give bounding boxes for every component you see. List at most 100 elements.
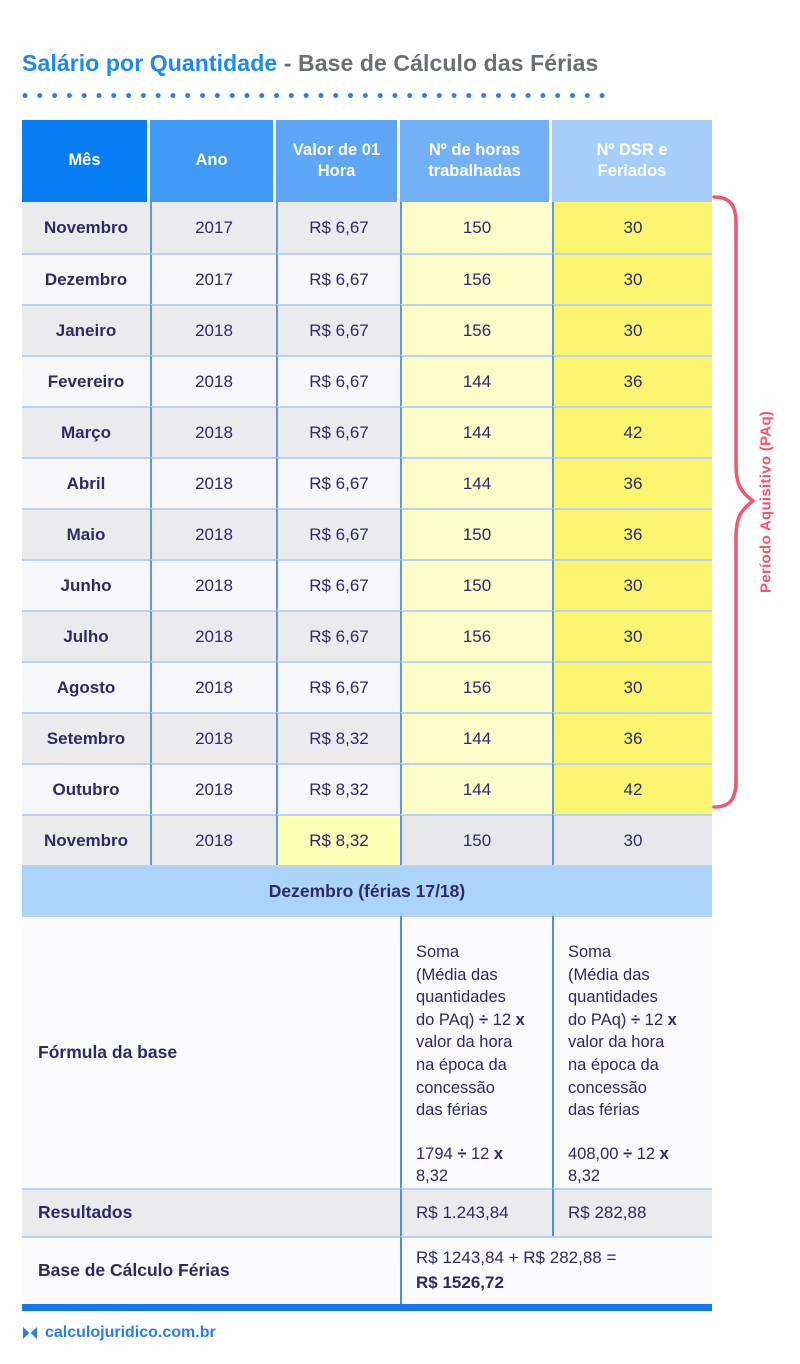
cell-year: 2018 <box>150 763 276 814</box>
cell-hour-value: R$ 6,67 <box>276 304 400 355</box>
formula-description: Soma (Média das quantidades do PAq) ÷ 12… <box>568 943 677 1120</box>
cell-hours-worked: 156 <box>400 661 552 712</box>
cell-year: 2017 <box>150 202 276 253</box>
cell-year: 2018 <box>150 457 276 508</box>
cell-month: Agosto <box>22 661 150 712</box>
cell-hours-worked: 144 <box>400 457 552 508</box>
cell-month: Setembro <box>22 712 150 763</box>
cell-dsr: 30 <box>552 202 712 253</box>
cell-hour-value: R$ 6,67 <box>276 253 400 304</box>
cell-dsr: 36 <box>552 508 712 559</box>
results-label: Resultados <box>22 1187 400 1236</box>
cell-dsr: 30 <box>552 814 712 865</box>
header-valor-hora: Valor de 01 Hora <box>276 120 400 202</box>
cell-year: 2018 <box>150 406 276 457</box>
cell-month: Março <box>22 406 150 457</box>
base-calculo-value: R$ 1243,84 + R$ 282,88 = R$ 1526,72 <box>400 1235 712 1304</box>
cell-dsr: 30 <box>552 559 712 610</box>
footer-site-link[interactable]: calculojuridico.com.br <box>45 1323 216 1341</box>
cell-year: 2017 <box>150 253 276 304</box>
cell-hour-value: R$ 8,32 <box>276 712 400 763</box>
title-highlight: Salário por Quantidade <box>22 50 278 76</box>
cell-hour-value: R$ 6,67 <box>276 202 400 253</box>
cell-hours-worked: 144 <box>400 712 552 763</box>
result-dsr-value: R$ 282,88 <box>552 1187 712 1236</box>
result-hours-value: R$ 1.243,84 <box>400 1187 552 1236</box>
cell-month: Abril <box>22 457 150 508</box>
header-dsr-feriados: Nº DSR e Feriados <box>552 120 712 202</box>
cell-dsr: 42 <box>552 406 712 457</box>
cell-year: 2018 <box>150 355 276 406</box>
cell-hour-value: R$ 6,67 <box>276 610 400 661</box>
cell-dsr: 30 <box>552 661 712 712</box>
formula-calculation: 408,00 ÷ 12 x 8,32 <box>568 1144 669 1186</box>
cell-month: Junho <box>22 559 150 610</box>
title-rest: - Base de Cálculo das Férias <box>283 50 599 76</box>
paq-bracket-label: Período Aquisitivo (PAq) <box>757 410 775 594</box>
cell-dsr: 36 <box>552 712 712 763</box>
cell-hours-worked: 144 <box>400 355 552 406</box>
base-sum-expression: R$ 1243,84 + R$ 282,88 = <box>416 1248 617 1268</box>
cell-hours-worked: 150 <box>400 814 552 865</box>
cell-year: 2018 <box>150 610 276 661</box>
dotted-divider <box>22 92 610 99</box>
cell-hour-value: R$ 6,67 <box>276 457 400 508</box>
cell-dsr: 30 <box>552 304 712 355</box>
cell-dsr: 42 <box>552 763 712 814</box>
cell-month: Outubro <box>22 763 150 814</box>
formula-cell-dsr: Soma (Média das quantidades do PAq) ÷ 12… <box>552 915 712 1188</box>
table-header-row: Mês Ano Valor de 01 Hora Nº de horas tra… <box>22 120 712 202</box>
cell-hours-worked: 150 <box>400 508 552 559</box>
header-ano: Ano <box>150 120 276 202</box>
formula-description: Soma (Média das quantidades do PAq) ÷ 12… <box>416 943 525 1120</box>
cell-hour-value: R$ 8,32 <box>276 763 400 814</box>
header-mes: Mês <box>22 120 150 202</box>
cell-month: Novembro <box>22 202 150 253</box>
cell-year: 2018 <box>150 712 276 763</box>
bottom-accent-bar <box>22 1303 712 1311</box>
cell-hours-worked: 144 <box>400 406 552 457</box>
cell-hours-worked: 156 <box>400 304 552 355</box>
cell-month: Novembro <box>22 814 150 865</box>
footer: calculojuridico.com.br <box>22 1324 800 1342</box>
base-total: R$ 1526,72 <box>416 1272 504 1292</box>
cell-hour-value: R$ 6,67 <box>276 406 400 457</box>
formula-label: Fórmula da base <box>22 915 400 1188</box>
ferias-table: Mês Ano Valor de 01 Hora Nº de horas tra… <box>22 120 712 1311</box>
cell-hours-worked: 156 <box>400 253 552 304</box>
cell-month: Dezembro <box>22 253 150 304</box>
cell-year: 2018 <box>150 304 276 355</box>
cell-dsr: 36 <box>552 457 712 508</box>
formula-calculation: 1794 ÷ 12 x 8,32 <box>416 1144 504 1186</box>
paq-bracket <box>712 195 755 809</box>
header-horas-trabalhadas: Nº de horas trabalhadas <box>400 120 552 202</box>
cell-hour-value: R$ 6,67 <box>276 559 400 610</box>
cell-hour-value: R$ 8,32 <box>276 814 400 865</box>
cell-month: Julho <box>22 610 150 661</box>
cell-hour-value: R$ 6,67 <box>276 355 400 406</box>
cell-dsr: 36 <box>552 355 712 406</box>
cell-month: Fevereiro <box>22 355 150 406</box>
cell-dsr: 30 <box>552 610 712 661</box>
cell-year: 2018 <box>150 661 276 712</box>
table-body: Novembro 2017 R$ 6,67 150 30 Dezembro 20… <box>22 202 712 865</box>
page-title: Salário por Quantidade - Base de Cálculo… <box>22 50 800 77</box>
cell-year: 2018 <box>150 814 276 865</box>
formula-cell-hours: Soma (Média das quantidades do PAq) ÷ 12… <box>400 915 552 1188</box>
cell-hours-worked: 144 <box>400 763 552 814</box>
dezembro-band: Dezembro (férias 17/18) <box>22 865 712 915</box>
cell-dsr: 30 <box>552 253 712 304</box>
calculojuridico-logo-icon <box>23 1326 37 1339</box>
cell-hours-worked: 156 <box>400 610 552 661</box>
cell-hours-worked: 150 <box>400 202 552 253</box>
cell-hours-worked: 150 <box>400 559 552 610</box>
cell-year: 2018 <box>150 508 276 559</box>
cell-hour-value: R$ 6,67 <box>276 508 400 559</box>
base-calculo-label: Base de Cálculo Férias <box>22 1235 400 1304</box>
table-bottom-section: Fórmula da base Soma (Média das quantida… <box>22 915 712 1304</box>
cell-month: Janeiro <box>22 304 150 355</box>
cell-month: Maio <box>22 508 150 559</box>
cell-hour-value: R$ 6,67 <box>276 661 400 712</box>
cell-year: 2018 <box>150 559 276 610</box>
